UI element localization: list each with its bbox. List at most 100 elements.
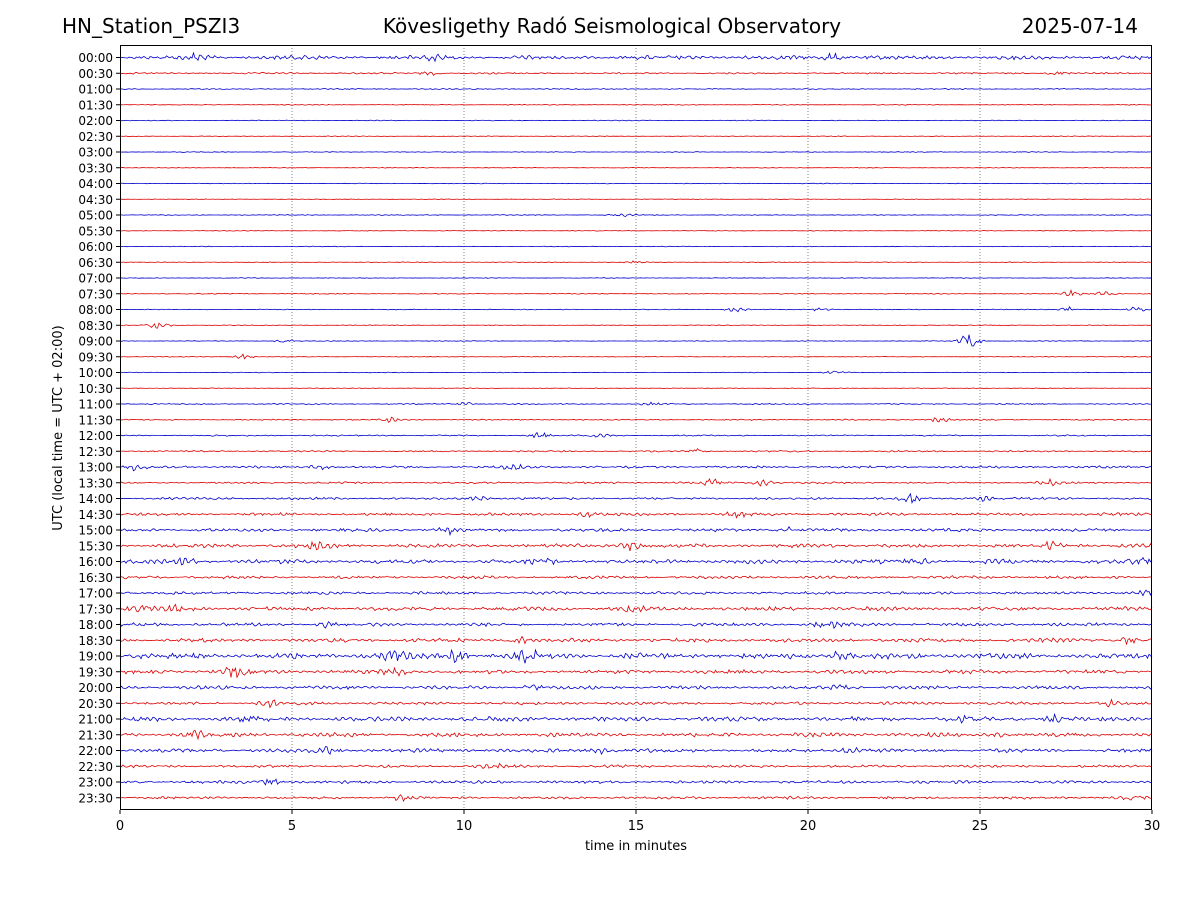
x-tick-label: 30 — [1144, 819, 1161, 834]
trace-1400 — [119, 492, 1153, 504]
trace-1030 — [119, 387, 1152, 390]
trace-0130 — [119, 103, 1153, 106]
y-tick-label: 10:00 — [78, 366, 113, 380]
y-tick-label: 14:30 — [78, 508, 113, 522]
y-tick-label: 15:00 — [78, 524, 113, 538]
y-tick-label: 12:30 — [78, 445, 113, 459]
y-tick-label: 11:30 — [78, 413, 113, 427]
y-tick-label: 21:30 — [78, 728, 113, 742]
y-tick-label: 09:00 — [78, 335, 113, 349]
seismogram-traces — [119, 51, 1153, 803]
y-tick-label: 00:30 — [78, 67, 113, 81]
x-tick-label: 15 — [628, 819, 645, 834]
y-tick-label: 23:30 — [78, 791, 113, 805]
y-tick-label: 16:00 — [78, 555, 113, 569]
y-tick-label: 22:00 — [78, 744, 113, 758]
y-tick-label: 01:30 — [78, 98, 113, 112]
y-tick-label: 18:00 — [78, 618, 113, 632]
x-axis-label: time in minutes — [585, 839, 687, 854]
trace-1100 — [119, 401, 1153, 406]
trace-2130 — [119, 729, 1153, 741]
y-tick-label: 04:00 — [78, 177, 113, 191]
trace-2330 — [119, 794, 1153, 803]
y-tick-label: 04:30 — [78, 193, 113, 207]
trace-1130 — [119, 416, 1153, 423]
y-tick-label: 08:00 — [78, 303, 113, 317]
plot-frame — [120, 45, 1152, 810]
trace-0230 — [119, 135, 1153, 138]
y-tick-label: 19:30 — [78, 665, 113, 679]
trace-0330 — [119, 166, 1153, 169]
y-tick-label: 17:00 — [78, 587, 113, 601]
trace-0530 — [119, 229, 1153, 232]
trace-0000 — [119, 51, 1153, 63]
trace-1800 — [119, 621, 1153, 629]
trace-1500 — [119, 525, 1153, 537]
trace-0700 — [119, 277, 1153, 279]
y-tick-label: 08:30 — [78, 319, 113, 333]
x-tick-label: 25 — [972, 819, 989, 834]
y-tick-label: 03:00 — [78, 146, 113, 160]
trace-2030 — [119, 698, 1153, 709]
trace-1200 — [119, 431, 1153, 439]
y-tick-label: 07:00 — [78, 272, 113, 286]
trace-0630 — [119, 260, 1153, 264]
y-tick-label: 15:30 — [78, 539, 113, 553]
x-tick-label: 5 — [288, 819, 296, 834]
chart-date: 2025-07-14 — [1021, 14, 1138, 38]
y-tick-label: 09:30 — [78, 350, 113, 364]
trace-1900 — [119, 648, 1153, 664]
trace-0430 — [119, 198, 1153, 201]
trace-1000 — [119, 370, 1153, 374]
trace-0500 — [119, 213, 1153, 218]
y-tick-label: 21:00 — [78, 713, 113, 727]
y-tick-label: 02:00 — [78, 114, 113, 128]
trace-2300 — [119, 778, 1153, 786]
trace-0300 — [119, 151, 1153, 153]
y-tick-label: 03:30 — [78, 161, 113, 175]
y-tick-label: 20:00 — [78, 681, 113, 695]
y-tick-label: 22:30 — [78, 760, 113, 774]
y-tick-label: 07:30 — [78, 287, 113, 301]
y-tick-label: 05:30 — [78, 224, 113, 238]
trace-1830 — [119, 635, 1153, 646]
trace-1530 — [119, 540, 1153, 552]
y-tick-label: 20:30 — [78, 697, 113, 711]
trace-1300 — [119, 463, 1153, 472]
y-tick-label: 12:00 — [78, 429, 113, 443]
trace-2230 — [119, 762, 1153, 769]
y-tick-label: 13:30 — [78, 476, 113, 490]
y-tick-label: 01:00 — [78, 83, 113, 97]
y-tick-label: 11:00 — [78, 398, 113, 412]
y-tick-label: 10:30 — [78, 382, 113, 396]
x-tick-label: 0 — [116, 819, 124, 834]
x-gridlines — [291, 45, 981, 810]
y-tick-label: 13:00 — [78, 461, 113, 475]
y-tick-label: 23:00 — [78, 776, 113, 790]
chart-title: Kövesligethy Radó Seismological Observat… — [382, 14, 842, 38]
y-tick-label: 17:30 — [78, 602, 113, 616]
trace-0830 — [119, 322, 1153, 329]
trace-2200 — [119, 746, 1153, 756]
trace-1430 — [119, 511, 1153, 519]
trace-0600 — [119, 245, 1153, 248]
trace-0900 — [119, 334, 1152, 347]
y-axis-label: UTC (local time = UTC + 02:00) — [51, 325, 66, 530]
trace-1700 — [119, 589, 1153, 597]
trace-0400 — [119, 182, 1153, 185]
station-name: HN_Station_PSZI3 — [62, 14, 241, 38]
trace-2100 — [119, 712, 1152, 724]
trace-0730 — [119, 288, 1153, 297]
trace-1330 — [119, 477, 1153, 487]
y-tick-label: 14:00 — [78, 492, 113, 506]
trace-0930 — [119, 353, 1153, 360]
y-tick-label: 05:00 — [78, 209, 113, 223]
x-tick-label: 20 — [800, 819, 817, 834]
x-axis: 0 5 10 15 20 25 30 — [116, 810, 1160, 834]
y-tick-label: 06:30 — [78, 256, 113, 270]
trace-0800 — [119, 306, 1153, 313]
trace-0030 — [119, 71, 1153, 76]
y-tick-label: 00:00 — [78, 51, 113, 65]
